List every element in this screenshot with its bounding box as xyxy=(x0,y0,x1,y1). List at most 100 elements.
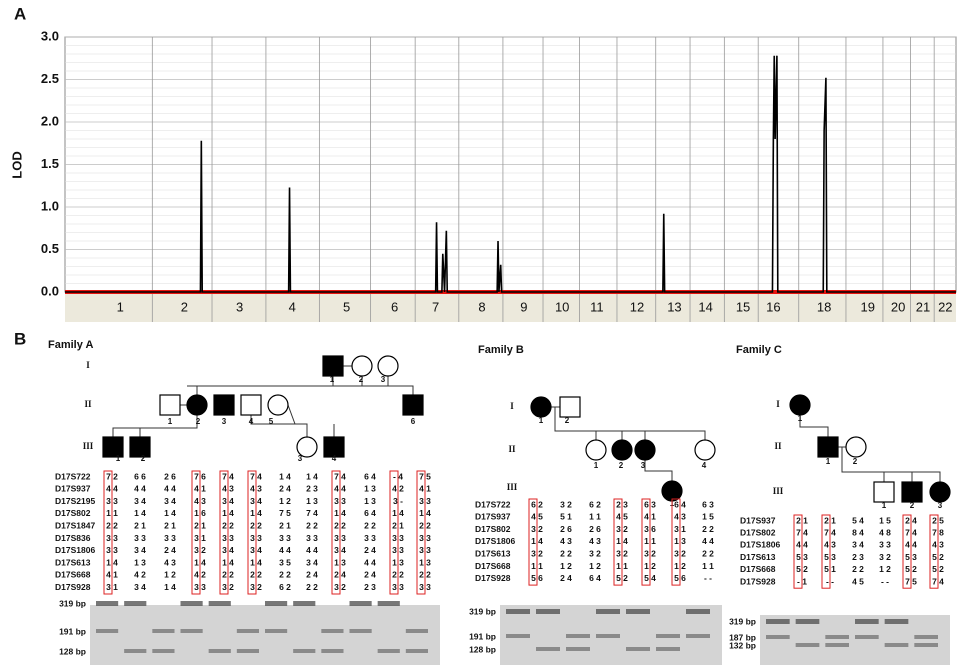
panel-label: A xyxy=(14,4,26,23)
gel-band xyxy=(209,601,231,606)
individual-number: 3 xyxy=(641,461,646,470)
genotype: 1 5 xyxy=(702,512,714,522)
y-axis-label: LOD xyxy=(9,151,24,178)
genotype: 1 1 xyxy=(702,561,714,571)
individual-number: 4 xyxy=(332,454,337,463)
genotype: 1 1 xyxy=(589,512,601,522)
marker-name: D17S668 xyxy=(55,570,91,580)
genotype: 4 2 xyxy=(134,570,146,580)
genotype: 4 4 xyxy=(134,484,146,494)
male-symbol xyxy=(160,395,180,415)
male-symbol xyxy=(902,482,922,502)
marker-name: D17S937 xyxy=(55,484,91,494)
gel-band xyxy=(596,634,620,638)
gel-band xyxy=(626,609,650,614)
y-tick-label: 2.5 xyxy=(41,71,59,86)
x-tick-label: 19 xyxy=(861,299,875,314)
gel-band xyxy=(378,601,400,606)
genotype: 8 4 xyxy=(852,527,864,537)
gel-band xyxy=(124,649,146,653)
genotype: 6 2 xyxy=(279,582,291,592)
genotype: 3 3 xyxy=(164,533,176,543)
x-tick-label: 3 xyxy=(236,299,243,314)
genotype: 4 3 xyxy=(589,536,601,546)
marker-name: D17S802 xyxy=(740,527,776,537)
y-tick-label: 1.0 xyxy=(41,198,59,213)
genotype: 2 4 xyxy=(306,570,318,580)
genotype: 3 2 xyxy=(560,499,572,509)
genotype: 3 5 xyxy=(279,557,291,567)
female-symbol xyxy=(352,356,372,376)
gel-band xyxy=(378,649,400,653)
genotype: 2 6 xyxy=(560,524,572,534)
genotype: 3 2 xyxy=(879,552,891,562)
generation-label: I xyxy=(776,399,780,409)
genotype: 5 1 xyxy=(560,512,572,522)
x-tick-label: 8 xyxy=(478,299,485,314)
genotype: 1 4 xyxy=(306,471,318,481)
male-symbol xyxy=(403,395,423,415)
individual-number: 3 xyxy=(381,375,386,384)
gel xyxy=(90,605,440,665)
marker-name: D17S722 xyxy=(55,471,91,481)
gel-band xyxy=(766,619,790,624)
genotype: 2 6 xyxy=(164,471,176,481)
y-tick-label: 0.0 xyxy=(41,283,59,298)
x-tick-label: 18 xyxy=(817,299,831,314)
marker-name: D17S2195 xyxy=(55,496,95,506)
genotype: 4 4 xyxy=(364,557,376,567)
x-tick-label: 2 xyxy=(181,299,188,314)
genotype: 2 4 xyxy=(364,570,376,580)
gel-band xyxy=(181,601,203,606)
genotype: 1 5 xyxy=(879,515,891,525)
x-tick-label: 5 xyxy=(343,299,350,314)
male-symbol xyxy=(560,397,580,417)
gel-band xyxy=(566,634,590,638)
individual-number: 3 xyxy=(298,454,303,463)
genotype: 2 3 xyxy=(364,582,376,592)
marker-name: D17S613 xyxy=(740,552,776,562)
gel-band xyxy=(914,643,938,647)
gel-band xyxy=(293,649,315,653)
genotype: 6 4 xyxy=(589,573,601,583)
genotype: 2 3 xyxy=(306,484,318,494)
genotype: 3 3 xyxy=(364,533,376,543)
genotype: 2 2 xyxy=(702,548,714,558)
pedigree-line xyxy=(113,415,197,437)
genotype: 2 2 xyxy=(364,520,376,530)
generation-label: I xyxy=(86,360,90,370)
genotype: 3 2 xyxy=(589,548,601,558)
gel-band xyxy=(237,649,259,653)
y-tick-label: 3.0 xyxy=(41,28,59,43)
genotype: 5 4 xyxy=(852,515,864,525)
individual-number: 1 xyxy=(826,457,831,466)
generation-label: III xyxy=(773,486,784,496)
female-symbol xyxy=(612,440,632,460)
genotype: - - xyxy=(704,573,712,583)
genotype: 2 4 xyxy=(164,545,176,555)
gel-band xyxy=(796,643,820,647)
gel-band xyxy=(321,629,343,633)
gel-band xyxy=(855,635,879,639)
individual-number: 2 xyxy=(359,375,364,384)
panel-label: B xyxy=(14,329,26,348)
male-symbol xyxy=(874,482,894,502)
x-tick-label: 1 xyxy=(117,299,124,314)
individual-number: 3 xyxy=(222,417,227,426)
genotype: 1 4 xyxy=(134,508,146,518)
gel-band xyxy=(152,649,174,653)
individual-number: 4 xyxy=(249,417,254,426)
female-symbol xyxy=(930,482,950,502)
band-size: 128 bp xyxy=(469,644,496,654)
individual-number: 6 xyxy=(411,417,416,426)
genotype: 1 3 xyxy=(134,557,146,567)
individual-number: 1 xyxy=(116,454,121,463)
genotype: 6 3 xyxy=(702,499,714,509)
individual-number: 2 xyxy=(910,501,915,510)
genotype: 2 1 xyxy=(279,520,291,530)
band-size: 128 bp xyxy=(59,646,86,656)
gel-band xyxy=(506,634,530,638)
x-tick-label: 13 xyxy=(667,299,681,314)
genotype: 2 1 xyxy=(134,520,146,530)
generation-label: III xyxy=(507,482,518,492)
